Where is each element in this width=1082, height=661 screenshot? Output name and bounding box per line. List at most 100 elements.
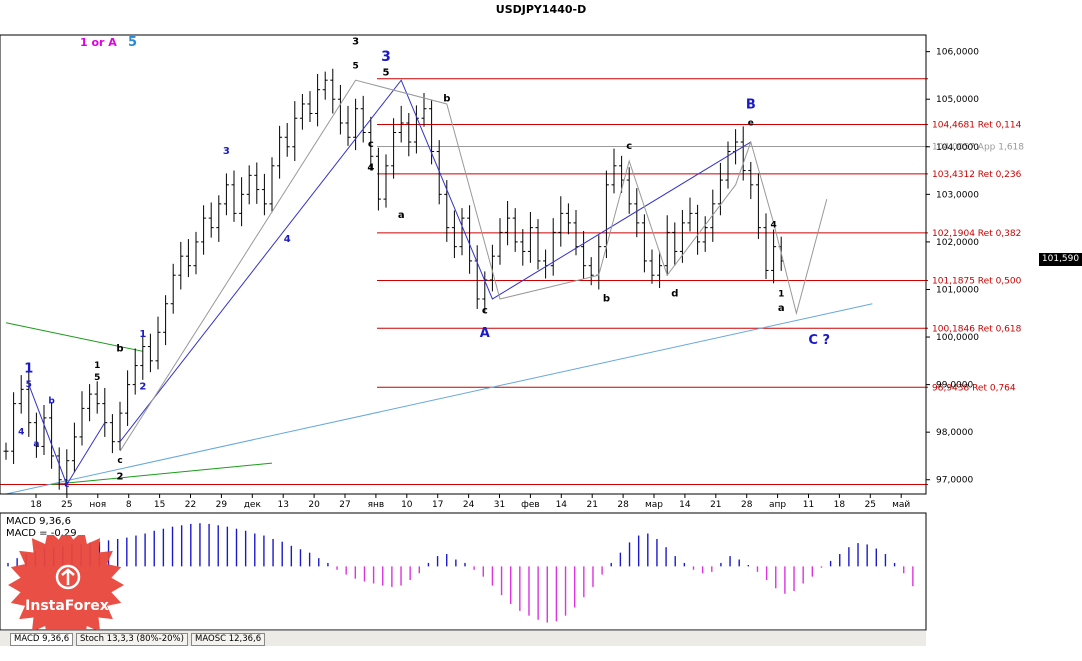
x-tick-label: мар bbox=[645, 500, 663, 510]
price-bar bbox=[619, 155, 625, 193]
level-label: 104,4681 Ret 0,114 bbox=[932, 121, 1022, 131]
axes: 106,0000 105,0000 104,0000 103,0000 102,0000… bbox=[0, 34, 979, 631]
wave-label: A bbox=[480, 326, 490, 341]
price-bar bbox=[337, 84, 343, 135]
price-bar bbox=[231, 170, 237, 222]
price-bar bbox=[383, 154, 389, 208]
price-bar bbox=[132, 348, 138, 395]
tab-maosc[interactable]: MAOSC 12,36,6 bbox=[191, 633, 266, 646]
price-bar bbox=[451, 210, 457, 259]
x-tick-label: янв bbox=[368, 500, 385, 510]
x-tick-label: 29 bbox=[216, 500, 228, 510]
x-tick-label: май bbox=[892, 500, 910, 510]
x-tick-label: 14 bbox=[679, 500, 691, 510]
x-tick-label: 13 bbox=[277, 500, 288, 510]
wave-label: 3 bbox=[223, 146, 230, 157]
corner-label-right: 5 bbox=[128, 35, 138, 50]
price-bar bbox=[641, 214, 647, 273]
wave-label: a bbox=[33, 439, 39, 449]
x-tick-label: дек bbox=[244, 500, 262, 510]
x-tick-label: 21 bbox=[710, 500, 721, 510]
price-bar bbox=[18, 375, 24, 414]
wave-label: d bbox=[671, 289, 678, 300]
tab-macd[interactable]: MACD 9,36,6 bbox=[10, 633, 74, 646]
price-bar bbox=[56, 447, 62, 490]
price-bar bbox=[550, 218, 556, 276]
level-label: 100,1846 Ret 0,618 bbox=[932, 324, 1022, 334]
price-bar bbox=[672, 222, 678, 266]
price-bar bbox=[299, 93, 305, 130]
wave-label: b bbox=[48, 397, 55, 407]
wave-label: 1 bbox=[94, 361, 100, 371]
trend-line bbox=[5, 322, 143, 352]
price-bar bbox=[748, 161, 754, 200]
price-bar bbox=[505, 201, 511, 246]
price-bar bbox=[49, 402, 55, 469]
x-tick-label: 17 bbox=[432, 500, 443, 510]
x-tick-label: 25 bbox=[61, 500, 72, 510]
price-bar bbox=[322, 71, 328, 100]
price-bar bbox=[474, 245, 480, 309]
price-bar bbox=[596, 235, 602, 290]
wave-label: 5 bbox=[352, 61, 358, 71]
wave-label: B bbox=[746, 98, 756, 113]
x-tick-label: 15 bbox=[154, 500, 165, 510]
tab-stoch[interactable]: Stoch 13,3,3 (80%-20%) bbox=[76, 633, 188, 646]
price-bar bbox=[467, 205, 473, 274]
wave-label: 2 bbox=[117, 472, 124, 483]
x-tick-label: 24 bbox=[463, 500, 475, 510]
wave-label: C ? bbox=[808, 333, 830, 348]
x-tick-label: апр bbox=[769, 500, 786, 510]
price-bar bbox=[178, 241, 184, 290]
price-bar bbox=[626, 167, 632, 214]
price-bar bbox=[398, 105, 404, 143]
price-bar bbox=[330, 68, 336, 114]
wave-label: 2 bbox=[139, 381, 146, 392]
wave-label: b bbox=[443, 94, 450, 105]
trend-line bbox=[5, 303, 873, 495]
x-tick-label: фев bbox=[521, 500, 540, 510]
x-tick-label: 11 bbox=[803, 500, 814, 510]
price-bar bbox=[657, 251, 663, 289]
price-bar bbox=[543, 249, 549, 279]
corner-label-left: 1 or A bbox=[80, 36, 117, 49]
price-bar bbox=[588, 257, 594, 286]
price-bar bbox=[193, 231, 199, 275]
price-bar bbox=[223, 173, 229, 216]
wave-label: c bbox=[626, 141, 632, 152]
price-bar bbox=[11, 392, 17, 465]
price-bar bbox=[687, 197, 693, 232]
price-bar bbox=[725, 141, 731, 189]
y-tick-label: 97,0000 bbox=[936, 476, 973, 486]
x-tick-label: 10 bbox=[401, 500, 413, 510]
wave-label: b bbox=[116, 343, 123, 354]
wave-label: e bbox=[748, 118, 754, 128]
wave-label: 4 bbox=[770, 221, 776, 231]
y-tick-label: 103,0000 bbox=[936, 190, 979, 200]
price-bars bbox=[3, 68, 784, 494]
price-bar bbox=[79, 391, 85, 446]
price-bar bbox=[125, 370, 131, 426]
price-bar bbox=[489, 244, 495, 292]
price-bar bbox=[375, 147, 381, 211]
wave-paths bbox=[28, 79, 828, 486]
price-bar bbox=[292, 101, 298, 162]
wave-label: c bbox=[117, 456, 122, 466]
wave-path bbox=[28, 384, 106, 486]
price-bar bbox=[695, 204, 701, 255]
logo-badge-icon: InstaForex bbox=[8, 527, 124, 643]
wave-label: a bbox=[398, 210, 405, 221]
wave-label: 1 bbox=[139, 329, 146, 340]
wave-label: 4 bbox=[18, 428, 24, 438]
y-tick-label: 105,0000 bbox=[936, 95, 979, 105]
price-bar bbox=[520, 229, 526, 266]
price-bar bbox=[201, 205, 207, 255]
y-tick-label: 99,0000 bbox=[936, 381, 973, 391]
price-bar bbox=[634, 188, 640, 238]
price-bar bbox=[208, 202, 214, 238]
x-tick-label: 27 bbox=[339, 500, 350, 510]
price-bar bbox=[33, 412, 39, 458]
wave-path bbox=[119, 79, 752, 442]
